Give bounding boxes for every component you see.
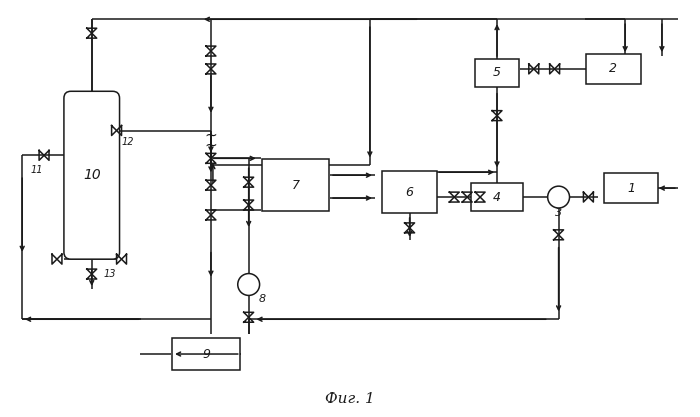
Text: 2: 2 xyxy=(609,63,617,75)
Text: 12: 12 xyxy=(122,138,134,148)
Bar xyxy=(471,183,523,211)
Text: 3: 3 xyxy=(555,208,562,218)
Text: 9: 9 xyxy=(202,347,210,361)
Text: 13: 13 xyxy=(104,269,116,279)
Text: 8: 8 xyxy=(259,294,266,304)
Circle shape xyxy=(547,186,570,208)
Text: 4: 4 xyxy=(493,191,501,203)
Bar xyxy=(172,338,239,370)
Bar xyxy=(262,159,329,211)
Text: Фиг. 1: Фиг. 1 xyxy=(325,392,375,406)
Text: ~: ~ xyxy=(204,128,217,143)
Text: 10: 10 xyxy=(83,168,101,182)
Text: 11: 11 xyxy=(31,165,43,175)
Text: 7: 7 xyxy=(291,178,300,192)
Bar xyxy=(586,54,640,84)
Bar xyxy=(604,173,659,203)
Text: 6: 6 xyxy=(405,186,414,198)
Circle shape xyxy=(238,274,260,295)
FancyBboxPatch shape xyxy=(64,91,120,259)
Text: 5: 5 xyxy=(493,66,501,79)
Text: 1: 1 xyxy=(627,182,635,195)
Bar xyxy=(382,171,437,213)
Text: ~: ~ xyxy=(204,138,217,153)
Bar xyxy=(475,59,519,87)
